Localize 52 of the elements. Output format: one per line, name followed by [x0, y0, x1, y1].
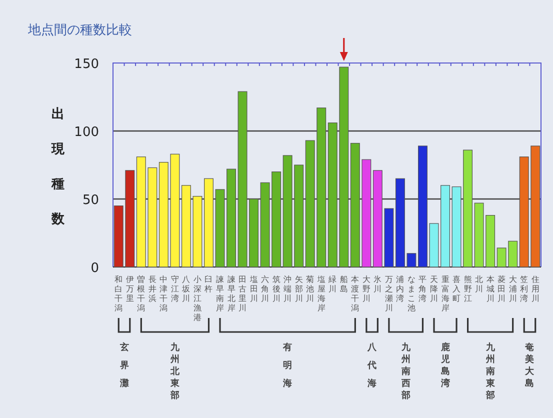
x-tick-label: 筑後川	[272, 275, 280, 303]
x-tick-label: 大野川	[362, 275, 370, 303]
x-tick-label: 熊野江	[464, 275, 472, 303]
x-tick-label: 万之瀬川	[384, 275, 393, 312]
x-tick-label: 菊池川	[306, 275, 314, 303]
x-tick-label: 本城川	[485, 275, 494, 303]
x-tick-label: 浦内湾	[396, 275, 404, 303]
x-tick-label: 和白干潟	[114, 275, 123, 312]
text: 玄界灘	[118, 342, 129, 389]
text: 奄美大島	[524, 342, 536, 389]
text: 九州南西部	[400, 342, 412, 401]
text: 鹿児島湾	[440, 342, 451, 389]
x-tick-label: 喜入町	[452, 275, 461, 303]
y-tick-label: 150	[74, 57, 99, 72]
x-tick-label: 長井浜	[148, 275, 156, 303]
x-tick-label: 重富海岸	[441, 275, 450, 312]
x-tick-label: 笠利湾	[520, 275, 528, 303]
x-tick-label: 本渡干潟	[351, 275, 360, 312]
y-tick-label: 100	[74, 125, 99, 140]
x-tick-label: 天降川	[430, 275, 438, 303]
y-tick-label: 0	[90, 261, 99, 276]
x-tick-label: 氷川	[374, 275, 382, 294]
text: 八代海	[366, 342, 378, 389]
x-tick-label: 北川	[475, 275, 484, 294]
x-tick-label: 住用川	[531, 275, 540, 303]
x-tick-label: 沖端川	[284, 275, 292, 303]
x-tick-label: 守江湾	[170, 275, 179, 303]
x-tick-label: 諫早南岸	[216, 275, 224, 312]
x-tick-label: 中津干潟	[160, 275, 168, 312]
text: 九州南東部	[484, 342, 496, 401]
x-tick-label: 曽根干潟	[137, 275, 146, 312]
x-tick-label: 矢部川	[294, 275, 303, 303]
x-tick-label: 大浦川	[508, 275, 517, 303]
x-tick-label: 平角湾	[418, 275, 427, 303]
x-tick-label: 菱田川	[498, 275, 506, 303]
y-tick-label: 50	[82, 193, 99, 208]
x-tick-label: 諫早北岸	[227, 275, 236, 312]
x-tick-label: 臼杵	[204, 275, 213, 294]
text: 九州北東部	[169, 342, 180, 401]
chart-title: 地点間の種数比較	[27, 23, 132, 38]
x-tick-label: 八坂川	[181, 275, 190, 303]
x-tick-label: なまこ池	[407, 275, 416, 312]
x-tick-label: 伊万里	[126, 275, 134, 303]
x-tick-label: 塩屋海岸	[316, 275, 326, 312]
text: 有明海	[282, 342, 292, 389]
x-tick-label: 船島	[340, 275, 348, 294]
x-tick-label: 塩田川	[248, 275, 258, 303]
x-tick-label: 田古里川	[238, 275, 247, 312]
text: 出現種数	[52, 107, 64, 227]
x-tick-label: 小深江漁港	[193, 275, 202, 322]
x-tick-label: 六角川	[261, 275, 270, 303]
x-tick-label: 緑川	[328, 275, 337, 294]
